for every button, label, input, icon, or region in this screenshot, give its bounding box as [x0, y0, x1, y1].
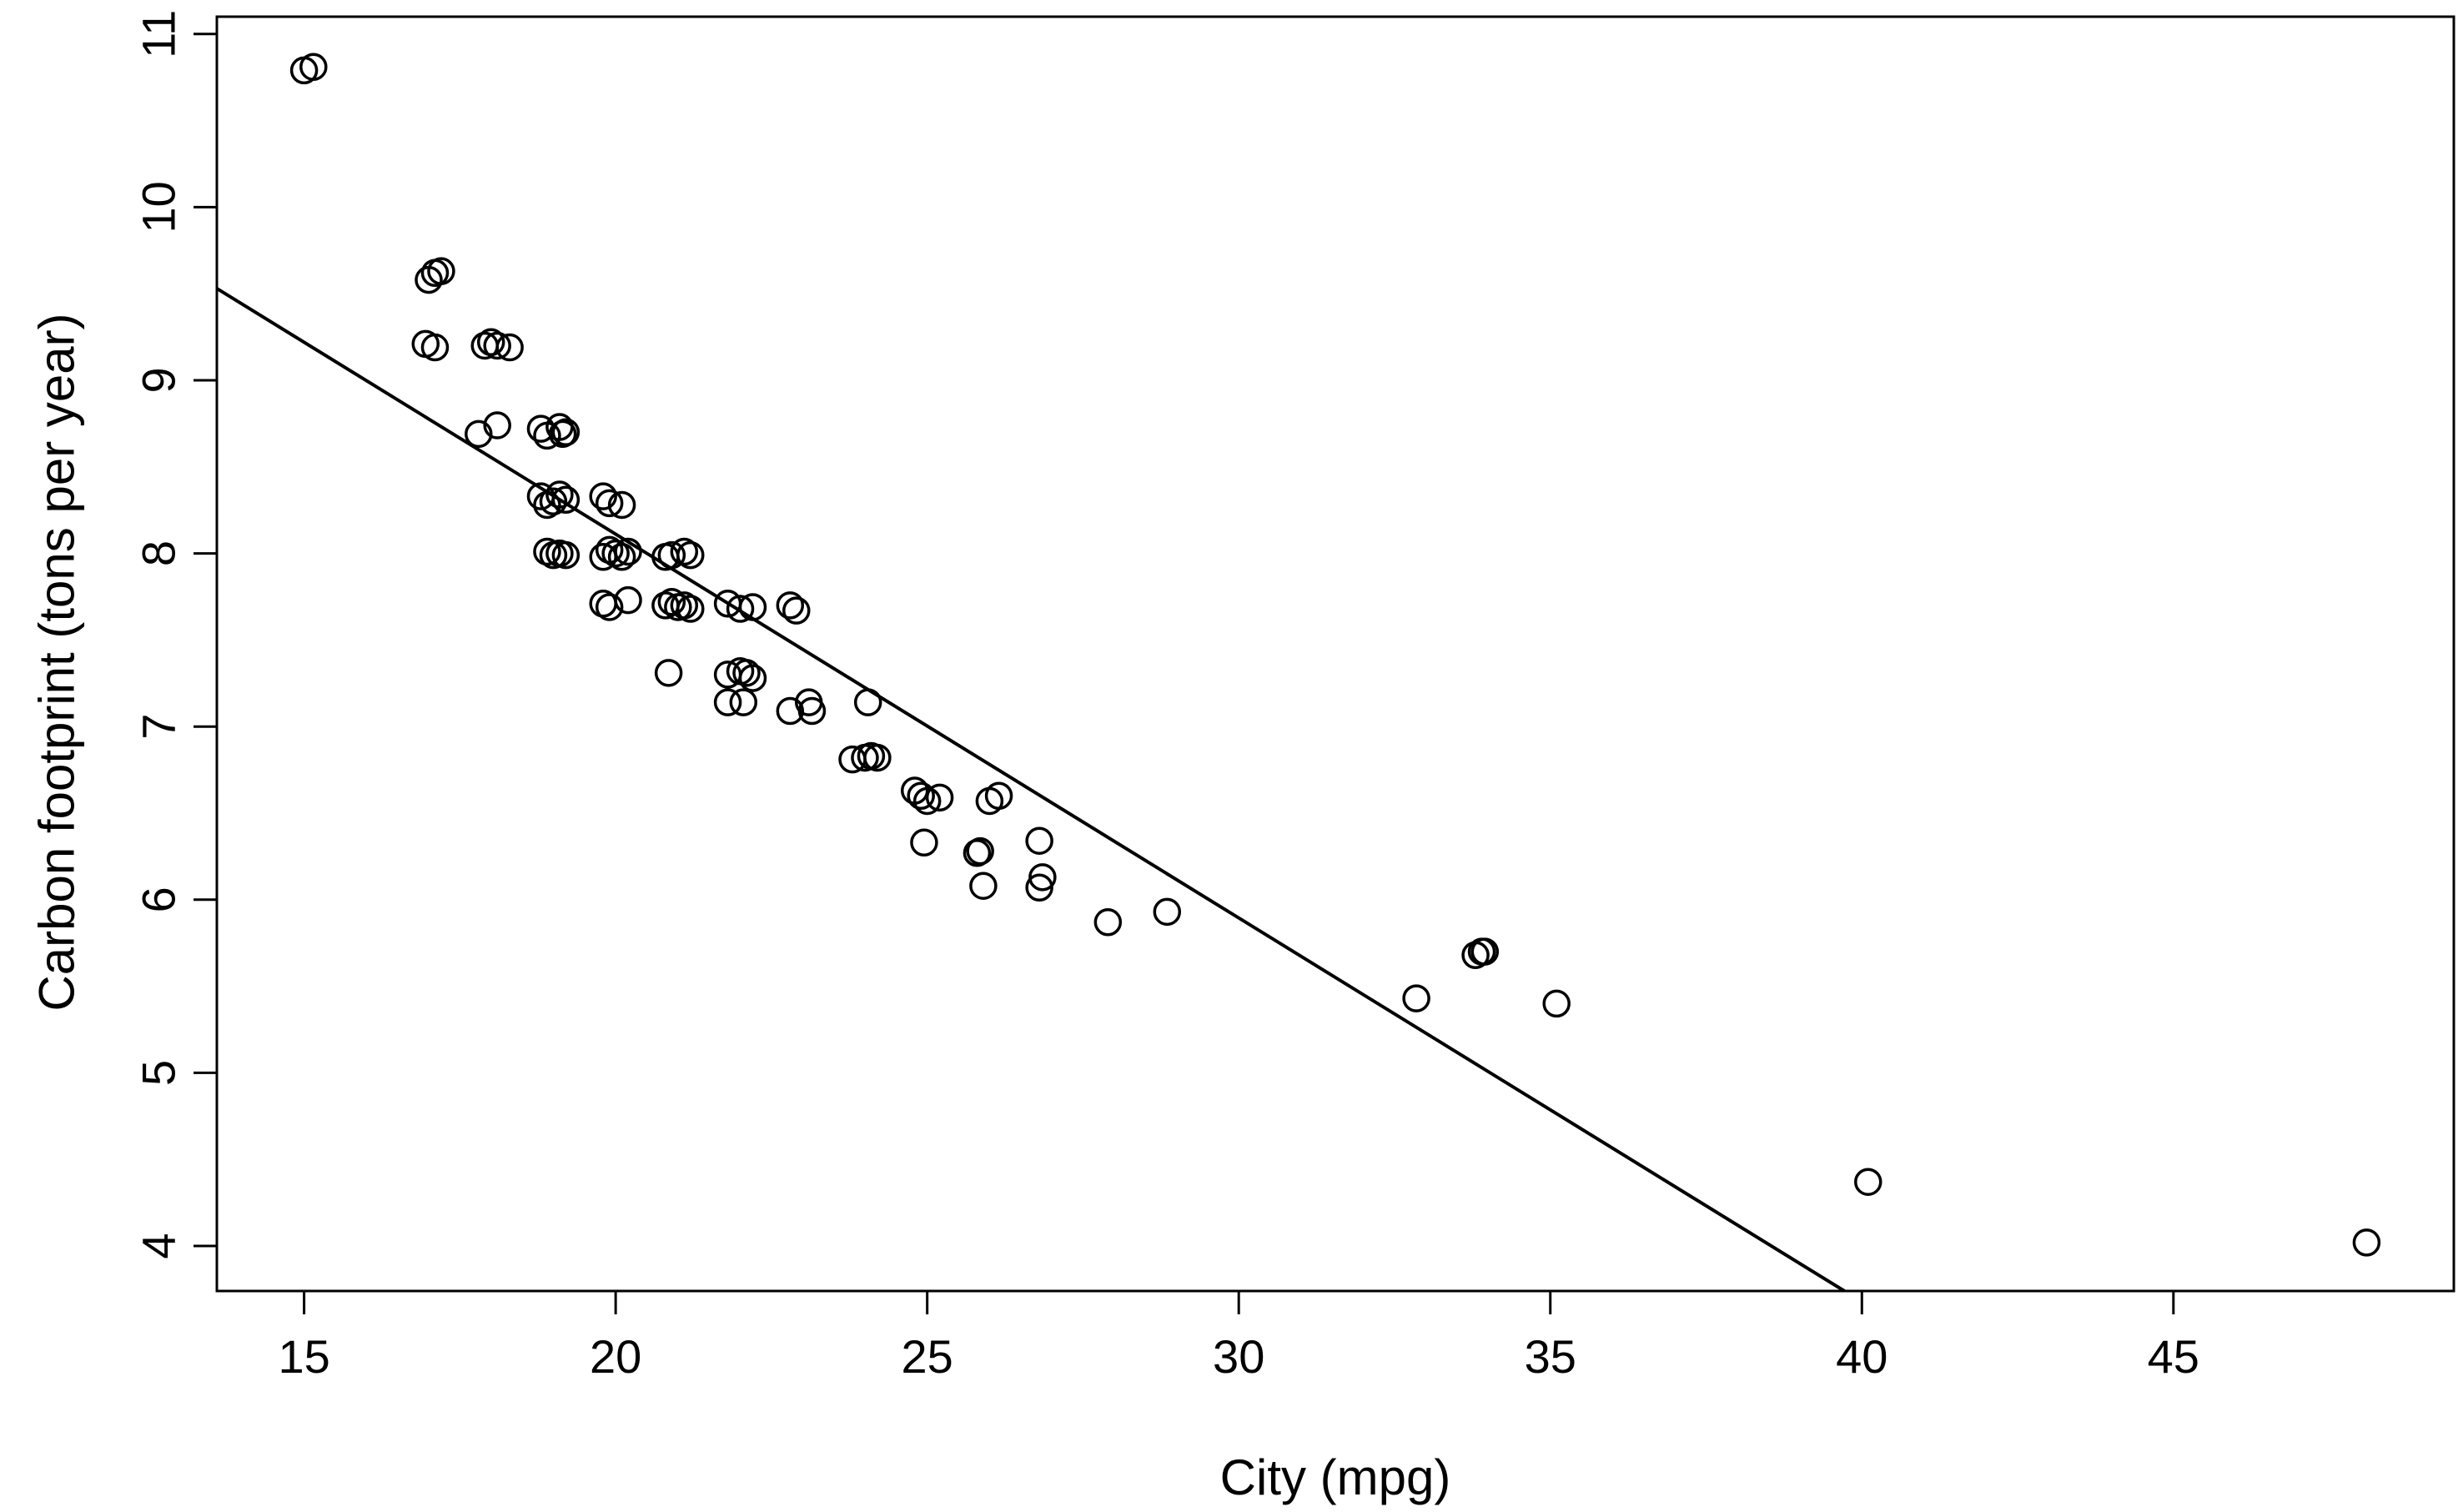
data-point	[776, 591, 805, 620]
data-point	[589, 482, 617, 510]
data-point	[607, 490, 636, 520]
data-point	[776, 696, 805, 726]
data-point	[1028, 863, 1057, 892]
data-point	[984, 781, 1013, 810]
data-point	[1470, 937, 1500, 966]
y-tick-label: 11	[133, 10, 185, 58]
data-point	[545, 480, 574, 509]
data-point	[607, 542, 636, 571]
data-point	[427, 257, 455, 285]
y-axis-ticks: 4 5 6 7 8 9 10 11	[133, 10, 217, 1259]
data-point	[551, 485, 581, 514]
data-point	[797, 696, 827, 726]
data-point	[476, 328, 505, 357]
data-point	[912, 786, 942, 816]
regression-line	[217, 287, 1846, 1291]
x-axis-title: City (mpg)	[1220, 1449, 1451, 1505]
data-point	[483, 331, 511, 360]
data-point	[551, 418, 581, 447]
data-point	[614, 537, 642, 566]
y-tick-label: 10	[133, 181, 185, 233]
x-tick-label: 25	[902, 1330, 953, 1383]
data-point	[738, 593, 767, 621]
data-point	[420, 333, 450, 362]
data-point	[601, 539, 630, 568]
data-point	[907, 781, 935, 810]
x-tick-label: 40	[1836, 1330, 1887, 1383]
data-point	[863, 743, 892, 772]
data-point	[299, 53, 328, 81]
y-tick-label: 8	[133, 540, 185, 566]
data-point	[969, 872, 998, 900]
y-axis-title: Carbon footprint (tons per year)	[29, 313, 85, 1011]
data-point	[729, 688, 758, 716]
data-point	[966, 836, 994, 866]
data-point	[670, 591, 699, 620]
y-tick-label: 6	[133, 887, 185, 912]
y-tick-label: 7	[133, 714, 185, 740]
data-point	[539, 487, 568, 516]
data-point	[657, 540, 686, 570]
data-point	[533, 537, 561, 566]
data-point	[1402, 984, 1430, 1012]
data-point	[726, 595, 755, 623]
y-tick-label: 9	[133, 367, 185, 393]
data-point	[925, 783, 954, 812]
x-axis-ticks: 15 20 25 30 35 40 45	[278, 1291, 2199, 1383]
y-tick-label: 4	[133, 1233, 185, 1258]
plot-frame	[215, 15, 2455, 1293]
x-tick-label: 45	[2148, 1330, 2199, 1383]
x-tick-label: 20	[590, 1330, 641, 1383]
data-point	[853, 688, 882, 716]
data-point	[551, 540, 581, 570]
data-point	[1093, 908, 1123, 937]
data-point	[1542, 989, 1571, 1018]
data-point	[595, 593, 624, 621]
x-tick-label: 35	[1525, 1330, 1576, 1383]
data-point	[676, 540, 705, 570]
data-point	[1025, 873, 1053, 902]
data-point	[1153, 897, 1182, 927]
y-tick-label: 5	[133, 1060, 185, 1086]
data-point	[654, 659, 683, 687]
data-point	[495, 333, 524, 362]
data-point	[595, 489, 624, 518]
data-point	[676, 595, 705, 623]
data-point	[738, 664, 767, 692]
data-point	[465, 419, 493, 449]
data-point	[713, 688, 742, 716]
data-point	[910, 828, 938, 857]
plot-area	[215, 15, 2455, 1293]
data-point	[670, 537, 699, 566]
data-point	[657, 587, 686, 616]
data-point	[1025, 826, 1053, 855]
x-tick-label: 15	[278, 1330, 329, 1383]
data-point	[1853, 1168, 1882, 1196]
x-tick-label: 30	[1213, 1330, 1264, 1383]
data-point	[732, 659, 761, 687]
data-point	[782, 596, 811, 625]
data-point	[2352, 1228, 2381, 1257]
data-point	[483, 411, 511, 440]
data-point	[614, 585, 642, 615]
